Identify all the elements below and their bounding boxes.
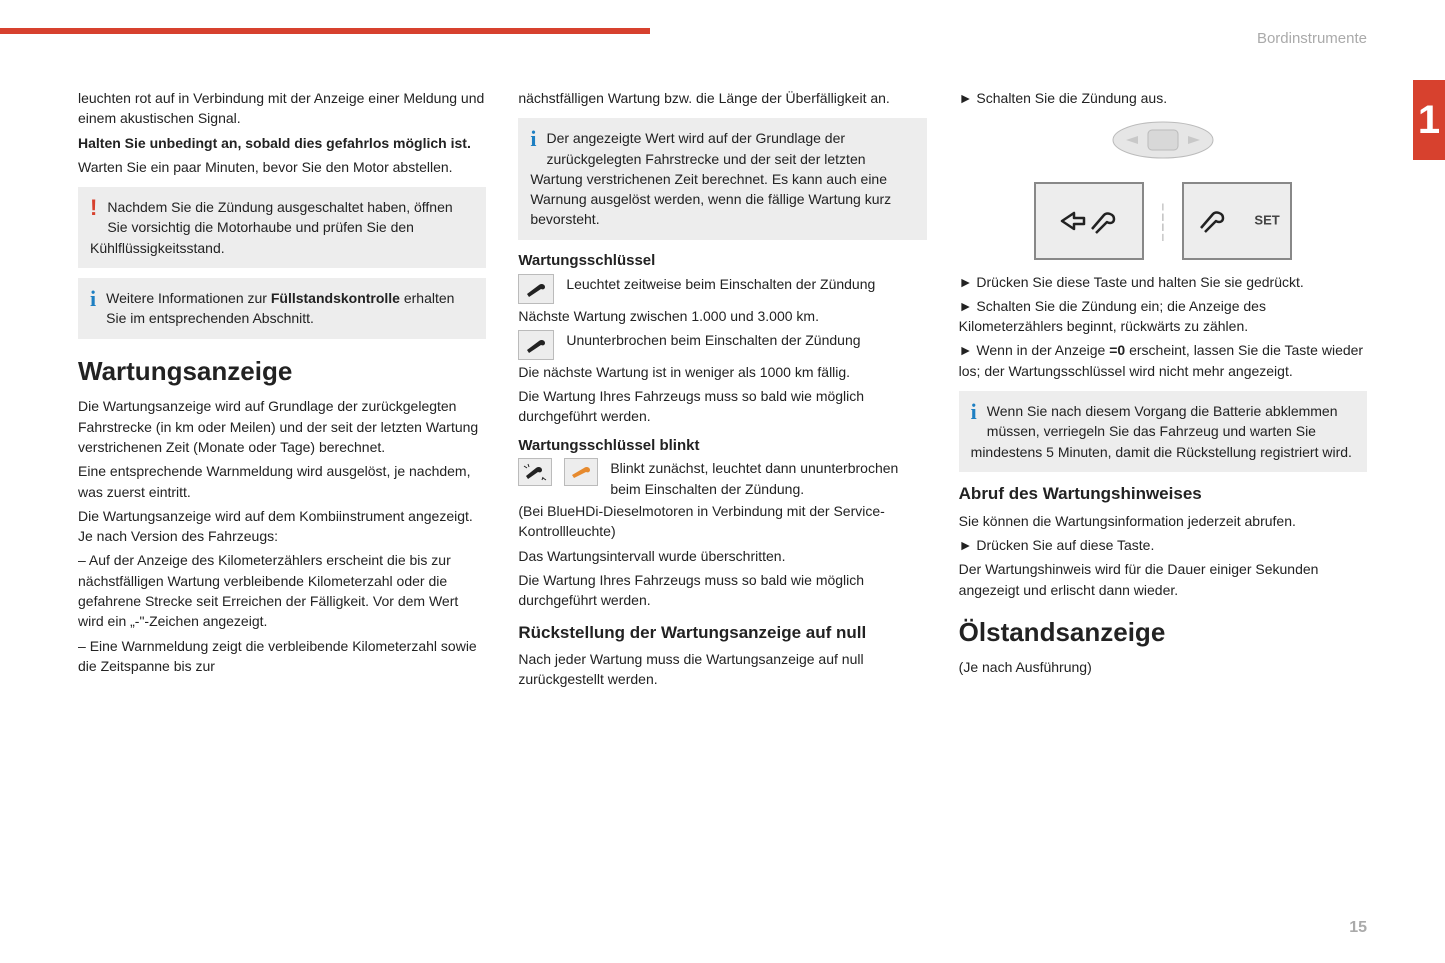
warning-icon: ! — [90, 197, 97, 219]
wrench-icon — [518, 274, 554, 304]
list-item: Auf der Anzeige des Kilometerzählers ers… — [78, 550, 486, 631]
note-text: Weitere Informationen zur Füllstandskont… — [106, 290, 454, 326]
reset-back-button-icon — [1034, 182, 1144, 260]
heading-wartungsschluessel-blinkt: Wartungsschlüssel blinkt — [518, 435, 926, 457]
set-label: SET — [1254, 211, 1279, 230]
wrench-flash-icon — [518, 458, 552, 486]
header-accent-bar — [0, 28, 650, 34]
info-note: i Wenn Sie nach diesem Vorgang die Batte… — [959, 391, 1367, 472]
heading-rueckstellung: Rückstellung der Wartungsanzeige auf nul… — [518, 621, 926, 646]
info-icon: i — [530, 128, 536, 150]
step-item: Drücken Sie auf diese Taste. — [959, 535, 1367, 555]
info-icon: i — [971, 401, 977, 423]
body-text: Eine entsprechende Warnmeldung wird ausg… — [78, 461, 486, 502]
step-item: Schalten Sie die Zündung ein; die Anzeig… — [959, 296, 1367, 337]
step-item: ► Wenn in der Anzeige =0 erscheint, lass… — [959, 340, 1367, 381]
body-text: nächstfälligen Wartung bzw. die Länge de… — [518, 88, 926, 108]
body-text: Das Wartungsintervall wurde überschritte… — [518, 546, 926, 566]
set-button-icon: SET — [1182, 182, 1292, 260]
body-text: Blinkt zunächst, leuchtet dann ununterbr… — [610, 458, 926, 499]
button-figure: ¦¦¦ SET — [959, 182, 1367, 260]
body-text: Die Wartungsanzeige wird auf Grundlage d… — [78, 396, 486, 457]
wrench-orange-icon — [564, 458, 598, 486]
body-text: Die Wartung Ihres Fahrzeugs muss so bald… — [518, 386, 926, 427]
body-text: Ununterbrochen beim Einschalten der Zünd… — [566, 330, 860, 350]
step-item: Drücken Sie diese Taste und halten Sie s… — [959, 272, 1367, 292]
section-label: Bordinstrumente — [1257, 28, 1367, 50]
instrument-cluster-icon — [1108, 116, 1218, 164]
body-text: Nächste Wartung zwischen 1.000 und 3.000… — [518, 306, 926, 326]
info-note: i Weitere Informationen zur Füllstandsko… — [78, 278, 486, 339]
separator-icon: ¦¦¦ — [1154, 206, 1172, 236]
instrument-cluster-figure — [959, 116, 1367, 169]
body-text: Nach jeder Wartung muss die Wartungsanze… — [518, 649, 926, 690]
body-text: (Je nach Ausführung) — [959, 657, 1367, 677]
icon-row: Leuchtet zeitweise beim Einschalten der … — [518, 274, 926, 304]
body-text: Leuchtet zeitweise beim Einschalten der … — [566, 274, 875, 294]
body-text: Der Wartungshinweis wird für die Dauer e… — [959, 559, 1367, 600]
wrench-icon — [518, 330, 554, 360]
body-text: Warten Sie ein paar Minuten, bevor Sie d… — [78, 157, 486, 177]
icon-row: Blinkt zunächst, leuchtet dann ununterbr… — [518, 458, 926, 499]
body-text: (Bei BlueHDi-Dieselmotoren in Verbindung… — [518, 501, 926, 542]
note-text: Der angezeigte Wert wird auf der Grundla… — [530, 130, 891, 227]
heading-abruf: Abruf des Wartungshinweises — [959, 482, 1367, 507]
body-text: Halten Sie unbedingt an, sobald dies gef… — [78, 133, 486, 153]
heading-wartungsschluessel: Wartungsschlüssel — [518, 250, 926, 272]
step-item: Schalten Sie die Zündung aus. — [959, 88, 1367, 108]
body-text: leuchten rot auf in Verbindung mit der A… — [78, 88, 486, 129]
content-columns: leuchten rot auf in Verbindung mit der A… — [78, 88, 1367, 903]
note-text: Wenn Sie nach diesem Vorgang die Batteri… — [971, 403, 1352, 460]
heading-oelstandsanzeige: Ölstandsanzeige — [959, 614, 1367, 652]
body-text: Die nächste Wartung ist in weniger als 1… — [518, 362, 926, 382]
body-text: Die Wartungsanzeige wird auf dem Kombiin… — [78, 506, 486, 547]
warning-note: ! Nachdem Sie die Zündung ausgeschaltet … — [78, 187, 486, 268]
info-note: i Der angezeigte Wert wird auf der Grund… — [518, 118, 926, 239]
list-item: Eine Warnmeldung zeigt die verbleibende … — [78, 636, 486, 677]
chapter-tab: 1 — [1413, 80, 1445, 160]
note-text: Nachdem Sie die Zündung ausgeschaltet ha… — [90, 199, 453, 256]
heading-wartungsanzeige: Wartungsanzeige — [78, 353, 486, 391]
body-text: Die Wartung Ihres Fahrzeugs muss so bald… — [518, 570, 926, 611]
icon-row: Ununterbrochen beim Einschalten der Zünd… — [518, 330, 926, 360]
warning-text: Halten Sie unbedingt an, sobald dies gef… — [78, 135, 471, 151]
page-number: 15 — [1349, 916, 1367, 939]
body-text: Sie können die Wartungsinformation jeder… — [959, 511, 1367, 531]
info-icon: i — [90, 288, 96, 310]
